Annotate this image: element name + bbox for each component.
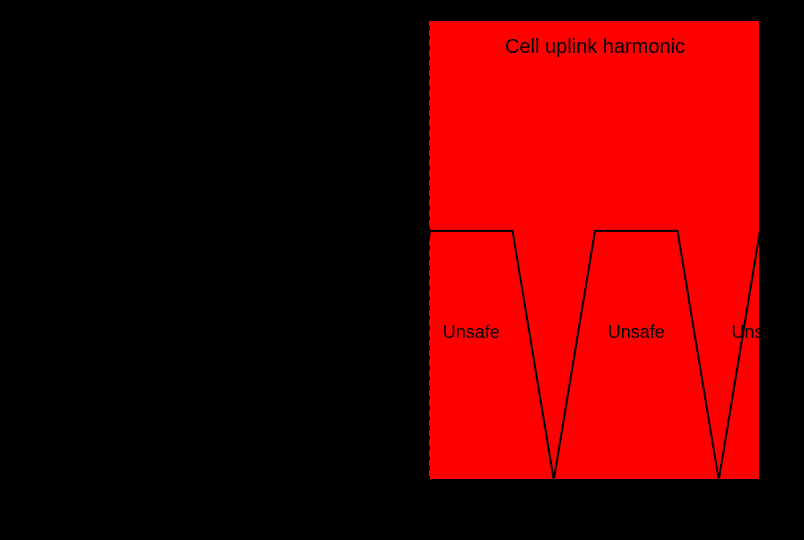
region-label-0: Safe <box>213 322 250 342</box>
y-tick-label-1: -100 <box>50 393 86 413</box>
x-tick-label-6: 2410 <box>575 490 615 510</box>
x-axis-label: MHz <box>409 513 450 535</box>
x-tick-label-0: 2380 <box>80 490 120 510</box>
x-tick-label-4: 2400 <box>410 490 450 510</box>
x-tick-label-8: 2420 <box>740 490 780 510</box>
y-axis-label: dBm / MHz <box>23 201 45 300</box>
x-tick-label-2: 2390 <box>245 490 285 510</box>
harmonic-band <box>430 20 804 480</box>
region-label-2: Unsafe <box>608 322 665 342</box>
y-tick-label-3: -60 <box>60 240 86 260</box>
x-tick-label-5: 2405 <box>492 490 532 510</box>
y-tick-label-0: -120 <box>50 470 86 490</box>
chart-svg: SafeUnsafeUnsafeUnsafeCell uplink harmon… <box>0 0 804 540</box>
figure-root: SafeUnsafeUnsafeUnsafeCell uplink harmon… <box>0 0 804 540</box>
region-label-1: Unsafe <box>443 322 500 342</box>
y-tick-label-6: 0 <box>76 10 86 30</box>
y-tick-label-2: -80 <box>60 317 86 337</box>
band-label: Cell uplink harmonic <box>505 36 685 58</box>
y-tick-label-4: -40 <box>60 163 86 183</box>
x-tick-label-7: 2415 <box>657 490 697 510</box>
y-tick-label-5: -20 <box>60 87 86 107</box>
x-tick-label-1: 2385 <box>162 490 202 510</box>
x-tick-label-3: 2395 <box>327 490 367 510</box>
